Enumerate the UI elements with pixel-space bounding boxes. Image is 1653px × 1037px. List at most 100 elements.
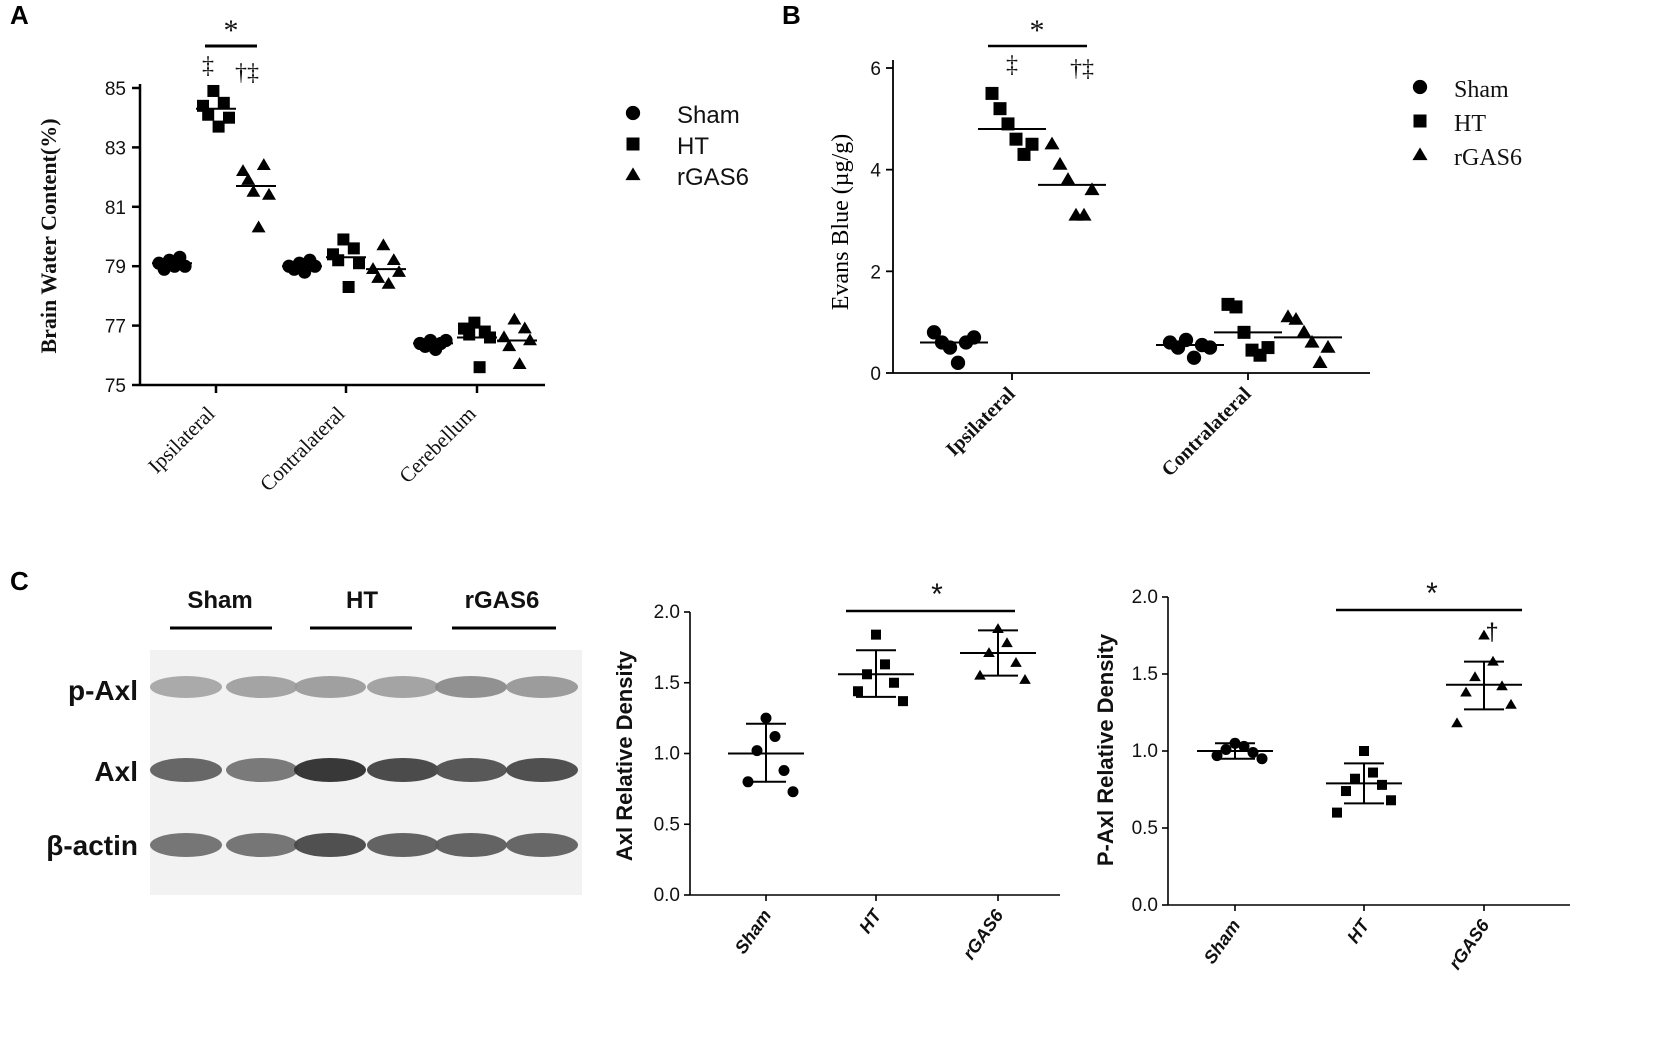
- panel-a-point-ht: [342, 280, 355, 293]
- panel-b-point-ht: [993, 102, 1007, 116]
- panel-a-legend-marker-rgas6: [625, 167, 641, 181]
- blot-band-p-axl-lane-6: [506, 676, 578, 698]
- panel-a-point-sham: [178, 259, 192, 273]
- axl-density-point-sham: [778, 764, 790, 776]
- blot-group-label-sham: Sham: [187, 587, 252, 614]
- blot-band--actin-lane-6: [506, 833, 578, 857]
- blot-band--actin-lane-4: [367, 833, 439, 857]
- panel-a-point-rgas6: [497, 330, 511, 343]
- paxl-density-point-ht: [1350, 773, 1360, 784]
- panel-a-category-label-ipsilateral: Ipsilateral: [143, 401, 219, 477]
- axl-density-sig-star: *: [931, 578, 943, 611]
- panel-b-point-ht: [1025, 137, 1039, 151]
- panel-b-legend-label-sham: Sham: [1454, 77, 1509, 103]
- panel-b-point-rgas6: [1312, 355, 1328, 369]
- panel-b-point-rgas6: [1084, 182, 1100, 196]
- panel-a-y-tick-label: 77: [105, 317, 126, 338]
- panel-b-legend-label-rgas6: rGAS6: [1454, 145, 1522, 171]
- paxl-density-point-rgas6: [1451, 717, 1463, 728]
- panel-a-point-ht: [207, 84, 220, 97]
- blot-band-axl-lane-6: [506, 758, 578, 782]
- panel-a-category-label-cerebellum: Cerebellum: [394, 402, 480, 488]
- panel-b-point-rgas6: [1052, 156, 1068, 170]
- panel-a-axes: 75 77 79 81 83 85 Ipsilateral Contralateral Cere…: [105, 79, 545, 496]
- panel-a-point-rgas6: [381, 276, 396, 289]
- panel-a-point-sham: [298, 265, 312, 279]
- western-blot: Sham HT rGAS6 p-Axl Axl β-actin: [46, 587, 582, 895]
- paxl-density-y-tick-label: 2.0: [1132, 587, 1158, 608]
- panel-b-category-label-ipsilateral: Ipsilateral: [942, 383, 1020, 461]
- panel-a-point-rgas6: [386, 253, 401, 266]
- panel-a-point-ht: [463, 328, 476, 341]
- panel-a-point-rgas6: [371, 271, 386, 283]
- panel-b-legend-marker-ht: [1413, 114, 1427, 128]
- panel-a-point-rgas6: [392, 265, 406, 277]
- axl-density-marks: [728, 623, 1036, 798]
- panel-b-rgas6-symbol: †‡: [1070, 56, 1094, 82]
- paxl-density-point-ht: [1368, 767, 1378, 778]
- panel-a-y-tick-label: 79: [105, 257, 126, 278]
- panel-b-legend-marker-sham: [1412, 79, 1428, 95]
- panel-b-point-sham: [1178, 332, 1194, 348]
- panel-b-axes: 0 2 4 6 Ipsilateral Contralateral: [870, 59, 1370, 481]
- panel-a-point-rgas6: [502, 339, 517, 352]
- panel-b-point-rgas6: [1296, 324, 1312, 338]
- axl-density-point-ht: [853, 686, 863, 697]
- panel-b-y-axis-label: Evans Blue (µg/g): [828, 134, 854, 310]
- panel-a-point-rgas6: [236, 164, 250, 176]
- paxl-density-point-sham: [1220, 743, 1232, 755]
- panel-a-y-tick-label: 81: [105, 198, 126, 219]
- axl-density-y-axis-label: Axl Relative Density: [612, 650, 637, 861]
- panel-a-point-rgas6: [512, 357, 527, 369]
- panel-a: A Brain Water Content(%) 75 77 79 81 83 85 Ips…: [10, 0, 749, 496]
- panel-b-letter: B: [782, 0, 801, 30]
- panel-b-point-rgas6: [1320, 339, 1336, 353]
- axl-density-point-sham: [760, 712, 772, 724]
- axl-density-point-ht: [871, 629, 881, 640]
- panel-a-point-rgas6: [251, 220, 266, 233]
- panel-c: C Sham HT rGAS6 p-Axl Axl β-actin Axl Re…: [10, 566, 1570, 973]
- paxl-density-point-ht: [1359, 746, 1369, 756]
- axl-density-y-tick-label: 1.5: [654, 673, 680, 694]
- panel-b-category-label-contralateral: Contralateral: [1158, 383, 1256, 481]
- panel-a-point-ht: [202, 108, 215, 121]
- axl-density-chart: Axl Relative Density 0.0 0.5 1.0 1.5 2.0 Sham…: [612, 578, 1060, 963]
- panel-a-sig-star: *: [224, 14, 239, 47]
- panel-a-rgas6-symbol: †‡: [235, 60, 259, 86]
- blot-band--actin-lane-5: [435, 833, 507, 857]
- panel-b-point-rgas6: [1044, 136, 1060, 150]
- axl-density-category-label-ht: HT: [855, 904, 886, 937]
- panel-b-point-rgas6: [1060, 172, 1076, 186]
- panel-b-y-tick-label: 6: [870, 59, 881, 80]
- panel-a-point-rgas6: [507, 312, 522, 325]
- panel-b-point-rgas6: [1304, 334, 1320, 348]
- paxl-density-chart: P-Axl Relative Density 0.0 0.5 1.0 1.5 2.0 Sh…: [1093, 577, 1570, 973]
- panel-b-point-sham: [1202, 340, 1218, 355]
- blot-band-axl-lane-1: [150, 758, 222, 782]
- paxl-density-y-tick-label: 1.0: [1132, 741, 1158, 762]
- axl-density-axes: 0.0 0.5 1.0 1.5 2.0 Sham HT rGAS6: [654, 602, 1060, 963]
- blot-band--actin-lane-3: [294, 833, 366, 857]
- paxl-density-y-tick-label: 0.0: [1132, 895, 1158, 916]
- panel-b-point-rgas6: [1280, 309, 1296, 323]
- panel-a-y-tick-label: 85: [105, 79, 126, 100]
- paxl-density-y-axis-label: P-Axl Relative Density: [1093, 633, 1118, 866]
- panel-a-ht-symbol: ‡: [202, 53, 214, 79]
- paxl-density-point-rgas6: [1478, 629, 1490, 640]
- panel-a-point-ht: [212, 120, 225, 133]
- panel-a-point-ht: [473, 361, 486, 374]
- panel-a-legend: Sham HT rGAS6: [625, 102, 749, 191]
- panel-a-point-sham: [439, 333, 453, 348]
- axl-density-y-tick-label: 2.0: [654, 602, 680, 623]
- panel-b-marks: [920, 86, 1342, 370]
- blot-band-p-axl-lane-1: [150, 676, 222, 698]
- panel-a-point-ht: [332, 254, 345, 267]
- panel-b-point-ht: [985, 86, 999, 100]
- axl-density-y-tick-label: 0.5: [654, 814, 680, 835]
- paxl-density-point-ht: [1386, 795, 1396, 806]
- panel-a-point-ht: [217, 96, 230, 109]
- panel-a-y-tick-label: 83: [105, 138, 126, 159]
- panel-b-point-ht: [1261, 341, 1275, 355]
- panel-b-y-tick-label: 2: [870, 262, 881, 283]
- panel-a-point-ht: [223, 111, 235, 124]
